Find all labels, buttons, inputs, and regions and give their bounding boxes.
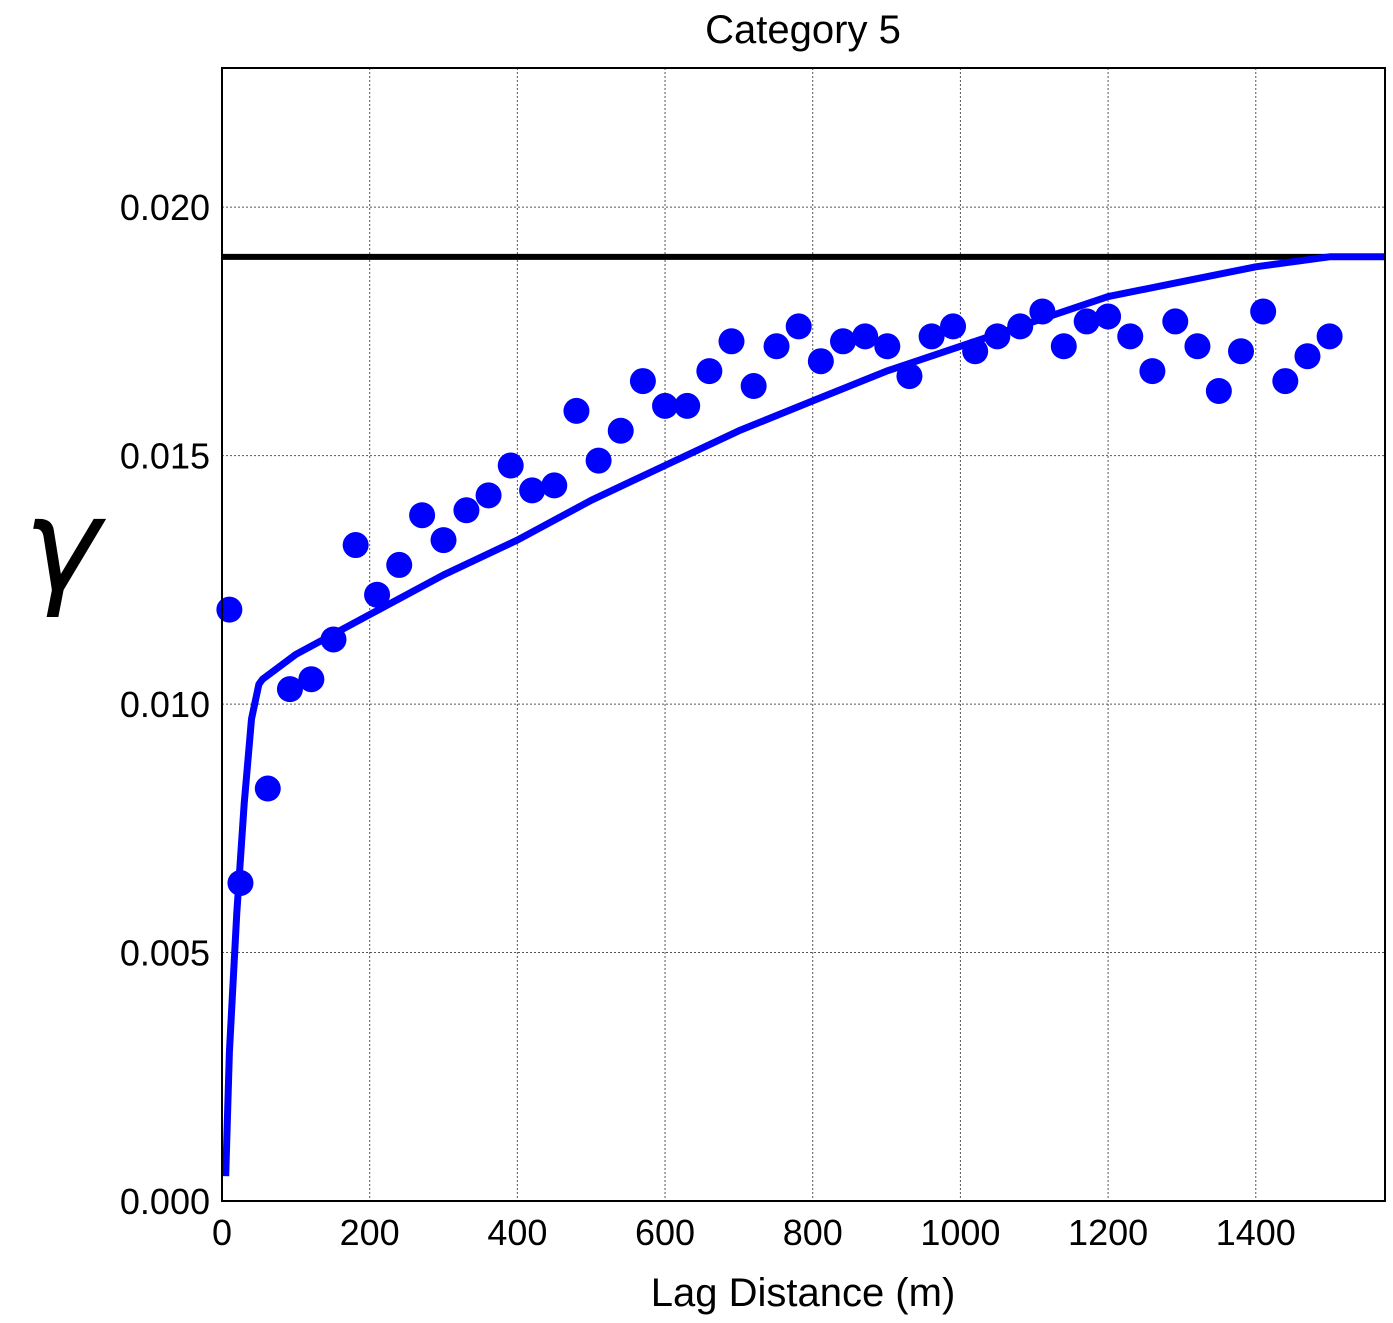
data-point — [563, 397, 590, 424]
data-point — [430, 527, 457, 554]
x-tick-label: 1400 — [1216, 1212, 1296, 1253]
data-point — [652, 392, 679, 419]
chart-title: Category 5 — [705, 8, 901, 52]
data-point — [386, 551, 413, 578]
grid — [222, 68, 1385, 1201]
x-tick-label: 800 — [783, 1212, 843, 1253]
data-point — [585, 447, 612, 474]
data-point — [541, 472, 568, 499]
data-point — [1139, 358, 1166, 385]
model-curve — [222, 253, 1385, 1177]
data-point — [763, 333, 790, 360]
y-tick-label: 0.010 — [120, 684, 210, 725]
data-point — [1205, 378, 1232, 405]
data-point — [718, 328, 745, 355]
data-point — [320, 626, 347, 653]
x-tick-label: 1200 — [1068, 1212, 1148, 1253]
y-tick-label: 0.000 — [120, 1181, 210, 1222]
data-point — [364, 581, 391, 608]
data-point — [216, 596, 243, 623]
y-tick-label: 0.015 — [120, 436, 210, 477]
data-point — [1073, 308, 1100, 335]
data-point — [962, 338, 989, 365]
data-point — [298, 666, 325, 693]
x-tick-label: 1000 — [920, 1212, 1000, 1253]
plot-frame — [221, 67, 1386, 1202]
data-point — [409, 502, 436, 529]
data-point — [1228, 338, 1255, 365]
data-point — [342, 532, 369, 559]
data-point — [227, 869, 254, 896]
experimental-points — [216, 298, 1343, 896]
data-point — [1162, 308, 1189, 335]
data-point — [785, 313, 812, 340]
y-tick-label: 0.005 — [120, 933, 210, 974]
data-point — [896, 363, 923, 390]
data-point — [1250, 298, 1277, 325]
axis-ticks: 0 200 400 600 800 1000 1200 1400 0.000 0.005 0.010… — [120, 187, 1296, 1253]
x-tick-label: 400 — [487, 1212, 547, 1253]
data-point — [918, 323, 945, 350]
data-point — [453, 497, 480, 524]
data-point — [519, 477, 546, 504]
data-point — [254, 775, 281, 802]
x-tick-label: 0 — [212, 1212, 232, 1253]
data-point — [874, 333, 901, 360]
data-point — [852, 323, 879, 350]
data-point — [1184, 333, 1211, 360]
data-point — [1007, 313, 1034, 340]
data-point — [740, 373, 767, 400]
data-point — [1316, 323, 1343, 350]
data-point — [984, 323, 1011, 350]
y-tick-label: 0.020 — [120, 187, 210, 228]
y-axis-label: γ — [24, 469, 107, 621]
data-point — [940, 313, 967, 340]
x-tick-label: 200 — [340, 1212, 400, 1253]
data-point — [607, 417, 634, 444]
data-point — [1294, 343, 1321, 370]
data-point — [1095, 303, 1122, 330]
data-point — [276, 676, 303, 703]
x-tick-label: 600 — [635, 1212, 695, 1253]
data-point — [696, 358, 723, 385]
data-point — [629, 368, 656, 395]
data-point — [1272, 368, 1299, 395]
data-point — [830, 328, 857, 355]
data-point — [1050, 333, 1077, 360]
data-point — [807, 348, 834, 375]
data-point — [475, 482, 502, 509]
data-point — [674, 392, 701, 419]
x-axis-label: Lag Distance (m) — [651, 1271, 956, 1315]
data-point — [497, 452, 524, 479]
data-point — [1029, 298, 1056, 325]
data-point — [1117, 323, 1144, 350]
